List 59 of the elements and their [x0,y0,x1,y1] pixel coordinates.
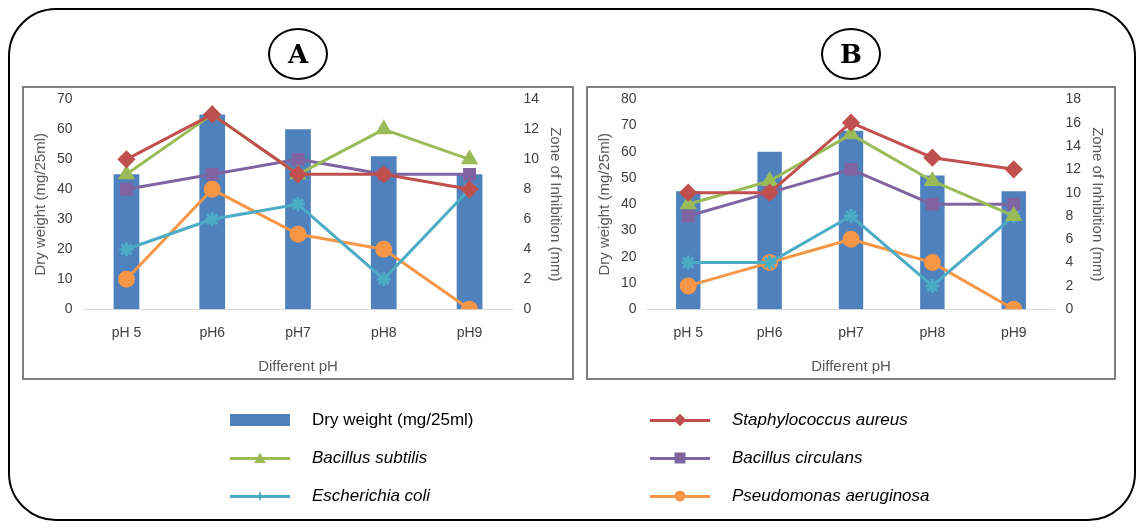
y2-tick-label: 12 [523,120,540,137]
x-tick-label: pH9 [456,324,483,341]
y-tick-label: 70 [56,90,73,107]
y-tick-label: 20 [620,247,637,264]
y2-tick-label: 0 [523,300,532,317]
y-tick-label: 80 [620,90,637,107]
y2-tick-label: 10 [523,150,540,167]
y-tick-label: 70 [620,116,637,133]
y-tick-label: 20 [56,240,73,257]
y2-tick-label: 2 [523,270,532,287]
y2-tick-label: 4 [1065,253,1074,270]
y2-tick-label: 8 [1065,206,1074,223]
y2-axis-title: Zone of Inhibition (mm) [1089,127,1107,282]
y2-tick-label: 14 [523,90,540,107]
y2-tick-label: 10 [1065,183,1082,200]
y-tick-label: 40 [56,180,73,197]
x-tick-label: pH9 [1000,324,1027,341]
y2-axis-title: Zone of Inhibition (mm) [547,127,565,282]
y-tick-label: 30 [620,221,637,238]
y-tick-label: 60 [56,120,73,137]
y2-tick-label: 4 [523,240,532,257]
x-tick-label: pH 5 [111,324,142,341]
y-tick-label: 10 [56,270,73,287]
y-axis-title: Dry weight (mg/25ml) [31,133,49,276]
legend-label: Bacillus circulans [732,448,863,468]
chart-title: A [268,28,328,80]
y-tick-label: 40 [620,195,637,212]
x-tick-label: pH6 [199,324,226,341]
y-tick-label: 0 [64,300,73,317]
y2-tick-label: 18 [1065,90,1082,107]
y2-tick-label: 2 [1065,276,1074,293]
legend-label: Pseudomonas aeruginosa [732,486,930,506]
y2-tick-label: 8 [523,180,532,197]
y2-tick-label: 16 [1065,113,1082,130]
y-tick-label: 50 [56,150,73,167]
x-tick-label: pH6 [756,324,783,341]
y2-tick-label: 0 [1065,300,1074,317]
y-tick-label: 0 [628,300,637,317]
y-axis-title: Dry weight (mg/25ml) [595,133,613,276]
legend-label: Escherichia coli [312,486,431,506]
legend-label: Staphylococcus aureus [732,410,908,430]
y-tick-label: 50 [620,168,637,185]
y-tick-label: 30 [56,210,73,227]
y2-tick-label: 14 [1065,136,1082,153]
x-axis-title: Different pH [258,357,338,375]
y-tick-label: 60 [620,142,637,159]
y2-tick-label: 6 [523,210,532,227]
x-tick-label: pH8 [370,324,397,341]
y-tick-label: 10 [620,273,637,290]
x-tick-label: pH7 [285,324,312,341]
legend-label: Dry weight (mg/25ml) [312,410,474,430]
x-tick-label: pH7 [838,324,865,341]
chart-title: B [821,28,881,80]
x-tick-label: pH8 [919,324,946,341]
y2-tick-label: 12 [1065,160,1082,177]
legend-label: Bacillus subtilis [312,448,428,468]
x-tick-label: pH 5 [673,324,704,341]
y2-tick-label: 6 [1065,230,1074,247]
x-axis-title: Different pH [811,357,891,375]
